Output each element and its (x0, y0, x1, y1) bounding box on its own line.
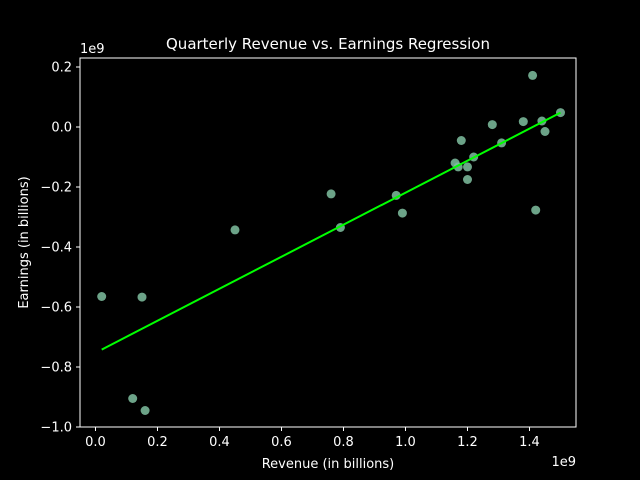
x-axis-label: Revenue (in billions) (262, 457, 395, 472)
scatter-point (531, 205, 541, 215)
scatter-point (97, 292, 107, 301)
y-tick-label: −0.6 (40, 301, 72, 316)
regression-line (101, 111, 561, 351)
y-tick-label: −0.4 (40, 241, 72, 256)
scatter-point (528, 70, 538, 80)
scatter-point (326, 189, 336, 199)
x-tick-label: 1.2 (457, 435, 478, 450)
scatter-point (230, 225, 240, 235)
y-axis-offset-label: 1e9 (80, 42, 105, 57)
y-tick-label: −0.2 (40, 181, 72, 196)
scatter-point (140, 406, 150, 415)
x-tick-label: 0.0 (85, 435, 106, 450)
axes-layer (79, 57, 577, 428)
x-tick-label: 0.8 (333, 435, 354, 450)
scatter-point (463, 175, 472, 184)
y-axis-label: Earnings (in billions) (17, 176, 32, 308)
scatter-point (397, 208, 407, 218)
scatter-point (456, 136, 466, 145)
scatter-point (463, 162, 472, 172)
x-tick-label: 0.4 (209, 435, 230, 450)
y-tick-label: 0.0 (51, 121, 72, 136)
plot-area-background (80, 58, 576, 427)
scatter-point (487, 120, 497, 130)
y-tick-label: 0.2 (51, 61, 72, 76)
scatter-point (137, 292, 147, 302)
x-tick-label: 0.6 (271, 435, 292, 450)
y-tick-label: −1.0 (40, 421, 72, 436)
x-tick-label: 1.4 (519, 435, 540, 450)
x-tick-label: 0.2 (147, 435, 168, 450)
scatter-point (540, 127, 550, 136)
chart-title: Quarterly Revenue vs. Earnings Regressio… (166, 35, 490, 53)
scatter-point (128, 394, 138, 403)
y-tick-label: −0.8 (40, 361, 72, 376)
plot-frame (79, 57, 577, 428)
x-axis-offset-label: 1e9 (551, 455, 576, 470)
ticks-layer: 0.0 0.2 0.4 0.6 0.8 1.0 1.2 1.4 −1.0 −0.8 −0.6 −0.4… (40, 61, 539, 451)
x-tick-label: 1.0 (395, 435, 416, 450)
marks-layer (97, 70, 565, 415)
scatter-point (518, 117, 528, 127)
